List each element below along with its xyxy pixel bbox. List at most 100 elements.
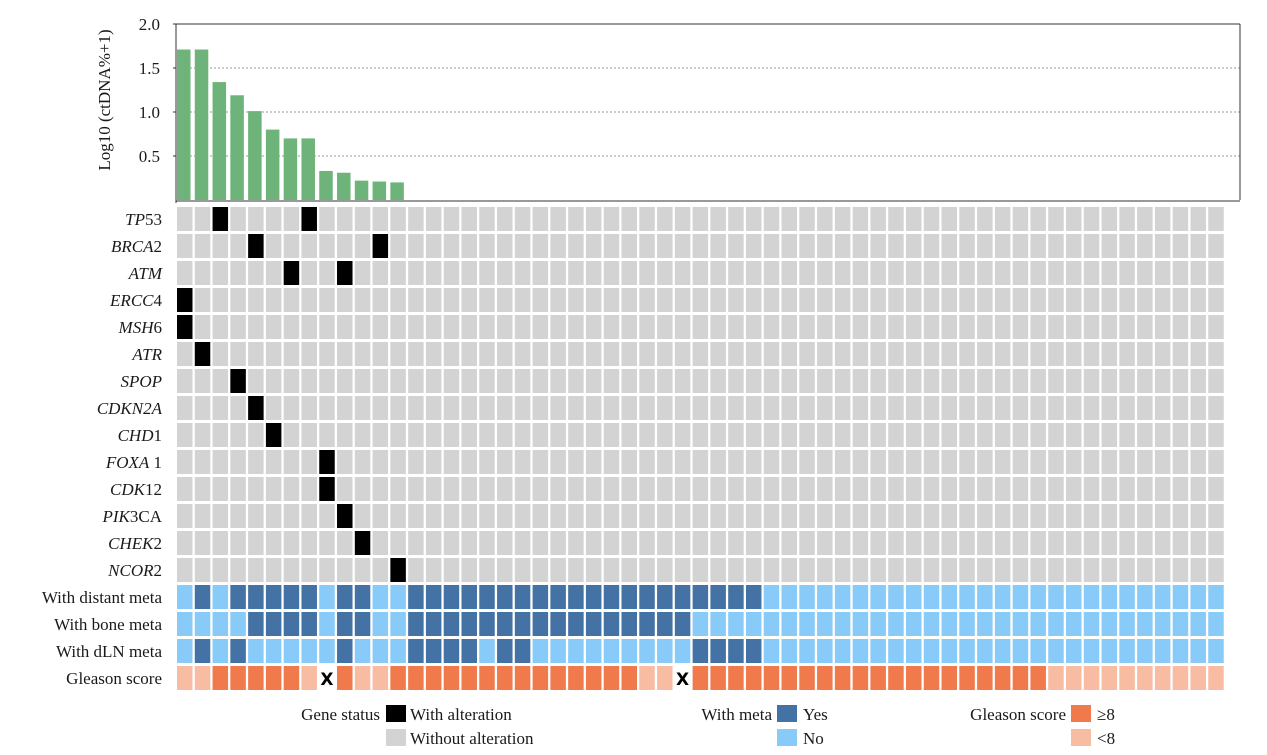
gene-cell bbox=[941, 504, 958, 528]
gene-cell bbox=[461, 423, 477, 447]
gene-cell bbox=[1012, 315, 1029, 339]
gene-label: CDK12 bbox=[110, 480, 162, 499]
gene-cell bbox=[337, 342, 353, 366]
gene-cell bbox=[461, 315, 477, 339]
gene-cell bbox=[763, 450, 780, 474]
gene-cell-altered bbox=[248, 396, 264, 420]
meta-cell-yes bbox=[603, 612, 620, 636]
gleason-cell-high bbox=[763, 666, 780, 690]
gene-cell bbox=[603, 234, 620, 258]
gene-cell bbox=[657, 504, 673, 528]
gene-cell bbox=[212, 450, 229, 474]
ctdna-bar bbox=[248, 111, 262, 200]
gleason-cell-high bbox=[550, 666, 566, 690]
gene-cell bbox=[728, 504, 744, 528]
meta-cell-no bbox=[639, 639, 655, 663]
gene-cell bbox=[408, 477, 424, 501]
gene-cell bbox=[1066, 450, 1082, 474]
gene-cell bbox=[745, 423, 762, 447]
gene-cell bbox=[514, 396, 531, 420]
gene-cell bbox=[194, 423, 211, 447]
gene-cell bbox=[230, 207, 246, 231]
meta-cell-no bbox=[1101, 612, 1118, 636]
gene-cell bbox=[1066, 504, 1082, 528]
meta-cell-no bbox=[977, 639, 993, 663]
legend-with-alteration-label: With alteration bbox=[410, 705, 512, 724]
gene-cell bbox=[692, 396, 709, 420]
gleason-cell-low bbox=[372, 666, 389, 690]
gene-cell bbox=[888, 396, 904, 420]
gene-cell bbox=[1083, 558, 1100, 582]
y-tick-label: 2.0 bbox=[139, 15, 160, 34]
gleason-cell-high bbox=[1030, 666, 1046, 690]
gene-cell bbox=[941, 450, 958, 474]
meta-cell-no bbox=[692, 612, 709, 636]
gene-cell bbox=[1030, 477, 1046, 501]
gene-cell bbox=[1083, 531, 1100, 555]
gene-cell bbox=[443, 396, 460, 420]
gene-cell bbox=[1190, 531, 1206, 555]
gene-cell bbox=[194, 450, 211, 474]
gleason-cell-high bbox=[817, 666, 833, 690]
gene-cell bbox=[923, 207, 940, 231]
gene-cell bbox=[354, 342, 371, 366]
gene-cell bbox=[568, 288, 584, 312]
gene-cell bbox=[230, 342, 246, 366]
gene-cell bbox=[870, 531, 886, 555]
meta-cell-no bbox=[177, 612, 193, 636]
clinical-row-label: With bone meta bbox=[54, 615, 162, 634]
gene-cell bbox=[941, 234, 958, 258]
gleason-cell-high bbox=[692, 666, 709, 690]
gene-cell bbox=[1119, 450, 1135, 474]
gene-cell bbox=[977, 504, 993, 528]
gene-cell bbox=[657, 315, 673, 339]
meta-cell-no bbox=[390, 585, 406, 609]
gene-cell bbox=[532, 315, 549, 339]
y-tick-label: 1.0 bbox=[139, 103, 160, 122]
gene-cell bbox=[817, 234, 833, 258]
gene-cell bbox=[745, 558, 762, 582]
meta-cell-yes bbox=[301, 612, 317, 636]
gene-cell bbox=[1048, 234, 1064, 258]
gene-cell bbox=[834, 531, 851, 555]
gene-cell bbox=[461, 369, 477, 393]
gene-cell bbox=[1101, 396, 1118, 420]
gene-cell bbox=[799, 558, 815, 582]
gleason-cell-high bbox=[799, 666, 815, 690]
gene-cell bbox=[337, 234, 353, 258]
gene-cell bbox=[977, 450, 993, 474]
gene-label: ERCC4 bbox=[109, 291, 162, 310]
gene-cell bbox=[443, 477, 460, 501]
gene-cell bbox=[354, 423, 371, 447]
gene-cell bbox=[621, 531, 637, 555]
legend-gene-status-title: Gene status bbox=[301, 705, 380, 724]
gene-cell bbox=[834, 315, 851, 339]
gene-cell bbox=[710, 504, 726, 528]
gene-cell bbox=[834, 207, 851, 231]
gene-cell bbox=[408, 558, 424, 582]
gleason-cell-low bbox=[1048, 666, 1064, 690]
gene-cell bbox=[568, 504, 584, 528]
gene-cell bbox=[177, 423, 193, 447]
gene-cell bbox=[1030, 396, 1046, 420]
gene-cell bbox=[1012, 423, 1029, 447]
gene-cell bbox=[657, 342, 673, 366]
gene-cell bbox=[1030, 558, 1046, 582]
meta-cell-no bbox=[390, 612, 406, 636]
gene-cell bbox=[497, 531, 513, 555]
meta-cell-yes bbox=[568, 585, 584, 609]
gene-cell bbox=[799, 369, 815, 393]
gene-cell bbox=[1190, 396, 1206, 420]
gene-cell bbox=[710, 369, 726, 393]
gene-cell bbox=[745, 396, 762, 420]
meta-cell-no bbox=[905, 585, 922, 609]
gene-cell bbox=[230, 504, 246, 528]
gene-cell bbox=[461, 450, 477, 474]
gene-cell bbox=[532, 531, 549, 555]
meta-cell-no bbox=[1030, 612, 1046, 636]
gene-cell bbox=[745, 531, 762, 555]
gene-cell bbox=[941, 423, 958, 447]
gene-cell bbox=[1119, 315, 1135, 339]
gene-cell bbox=[568, 342, 584, 366]
gene-cell bbox=[1012, 342, 1029, 366]
